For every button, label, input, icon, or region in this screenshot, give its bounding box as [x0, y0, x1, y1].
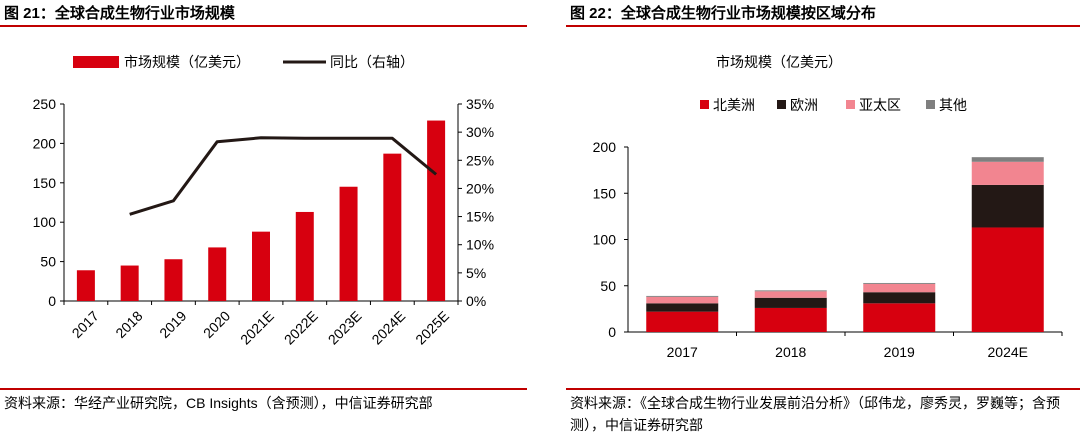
y-tick-label: 50	[600, 278, 616, 294]
legend-swatch-2	[777, 100, 786, 109]
legend-swatch-4	[926, 100, 935, 109]
y2-tick-label: 5%	[466, 265, 486, 281]
stacked-bar-segment	[971, 161, 1044, 185]
stacked-bar-segment	[863, 282, 936, 284]
stacked-bar-segment	[646, 295, 719, 297]
stacked-bar-segment	[971, 184, 1044, 228]
x-tick-label: 2018	[112, 308, 145, 341]
y2-tick-label: 20%	[466, 180, 494, 196]
bar	[120, 265, 139, 301]
x-tick-label: 2018	[775, 344, 806, 360]
stacked-bar-segment	[863, 292, 936, 304]
bar	[339, 186, 358, 301]
stacked-bar-segment	[754, 291, 827, 298]
bar	[208, 247, 227, 301]
y2-tick-label: 25%	[466, 152, 494, 168]
legend-swatch-1	[700, 100, 709, 109]
y2-tick-label: 0%	[466, 293, 486, 309]
legend-label-bar: 市场规模（亿美元）	[124, 54, 250, 70]
right-figure-title: 图 22：全球合成生物行业市场规模按区域分布	[570, 5, 876, 22]
y-tick-label: 100	[33, 214, 57, 230]
right-panel: 图 22：全球合成生物行业市场规模按区域分布 市场规模（亿美元） 北美洲 欧洲 亚太区…	[566, 0, 1080, 439]
y-tick-label: 0	[608, 324, 616, 340]
y-tick-label: 150	[593, 185, 617, 201]
y-tick-label: 100	[593, 232, 617, 248]
chart-title: 市场规模（亿美元）	[716, 54, 842, 70]
x-tick-label: 2022E	[281, 308, 321, 348]
bar	[295, 211, 314, 301]
legend-label-line: 同比（右轴）	[330, 54, 414, 70]
left-source-note: 资料来源：华经产业研究院，CB Insights（含预测），中信证券研究部	[4, 395, 433, 411]
y-tick-label: 50	[40, 254, 56, 270]
y2-tick-label: 30%	[466, 124, 494, 140]
left-source-rule	[0, 388, 527, 390]
x-tick-label: 2019	[884, 344, 915, 360]
stacked-bar-segment	[646, 303, 719, 312]
bar	[427, 120, 446, 301]
stacked-bar-segment	[646, 296, 719, 304]
x-tick-label: 2020	[200, 308, 233, 341]
right-source-rule	[566, 388, 1080, 390]
y-tick-label: 250	[33, 96, 57, 112]
bar	[383, 153, 402, 301]
x-tick-label: 2024E	[368, 308, 408, 348]
y-tick-label: 200	[593, 139, 617, 155]
legend-swatch-bar	[73, 56, 119, 68]
stacked-bar-segment	[971, 227, 1044, 332]
x-tick-label: 2017	[667, 344, 698, 360]
y-tick-label: 150	[33, 175, 57, 191]
legend-label-1: 北美洲	[713, 97, 755, 113]
x-tick-label: 2017	[69, 308, 102, 341]
right-title-rule	[566, 25, 1080, 27]
y2-tick-label: 10%	[466, 237, 494, 253]
x-tick-label: 2024E	[988, 344, 1028, 360]
left-panel: 图 21：全球合成生物行业市场规模 市场规模（亿美元） 同比（右轴） 0 50 100 1…	[0, 0, 527, 439]
right-source-note: 资料来源：《全球合成生物行业发展前沿分析》（邱伟龙，廖秀灵，罗巍等；含预测），中…	[570, 395, 1060, 433]
bar	[252, 231, 270, 301]
x-tick-label: 2023E	[325, 308, 365, 348]
stacked-bar-segment	[971, 157, 1044, 162]
y-tick-label: 0	[48, 293, 56, 309]
x-tick-label: 2019	[156, 308, 189, 341]
bar	[76, 270, 95, 301]
stacked-bar-segment	[754, 297, 827, 308]
y2-tick-label: 35%	[466, 96, 494, 112]
y-tick-label: 200	[33, 135, 57, 151]
left-title-rule	[0, 25, 527, 27]
stacked-bar-segment	[863, 283, 936, 293]
left-figure-title: 图 21：全球合成生物行业市场规模	[4, 5, 235, 22]
stacked-bar-segment	[863, 303, 936, 332]
stacked-bar-segment	[646, 311, 719, 332]
right-chart: 市场规模（亿美元） 北美洲 欧洲 亚太区 其他 0 50 100 150 200 2017 2018 2…	[593, 54, 1063, 360]
bar	[164, 259, 183, 301]
x-tick-label: 2025E	[412, 308, 452, 348]
legend-label-4: 其他	[939, 97, 967, 113]
legend-label-3: 亚太区	[859, 97, 901, 113]
left-chart: 市场规模（亿美元） 同比（右轴） 0 50 100 150 200 250 0% 5% 10% 15%…	[33, 54, 494, 348]
legend-label-2: 欧洲	[790, 97, 818, 113]
stacked-bar-segment	[754, 307, 827, 332]
y2-tick-label: 15%	[466, 209, 494, 225]
stacked-bar-segment	[754, 290, 827, 292]
yoy-growth-line	[129, 136, 438, 216]
x-tick-label: 2021E	[237, 308, 277, 348]
legend-swatch-3	[846, 100, 855, 109]
